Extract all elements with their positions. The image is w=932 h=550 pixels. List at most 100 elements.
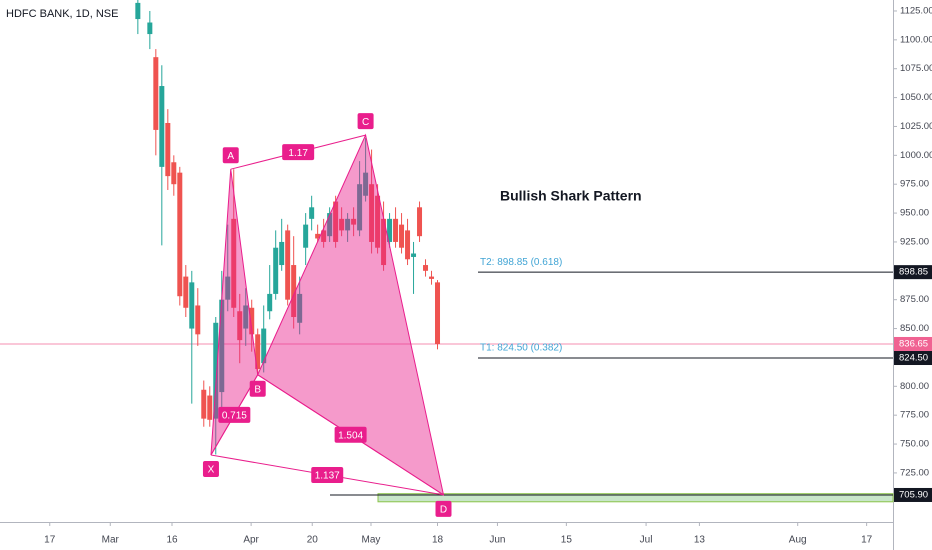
candle-body [369,184,375,242]
candle-body [387,218,393,242]
candle-body [195,305,201,335]
candle-body [189,282,195,329]
y-tick-label: 1050.00 [900,92,932,103]
y-tick-label: 725.00 [900,467,929,478]
point-label: C [362,117,369,128]
candle-body [405,230,411,260]
point-box [202,461,219,478]
candle-body [411,253,417,257]
x-tick-label: 13 [694,535,706,546]
candle-body [147,22,153,35]
candle-body [381,218,387,266]
level-text: T2: 898.85 (0.618) [480,257,562,268]
price-badge [894,351,932,366]
candle-body [435,282,441,344]
ratio-box [282,144,315,161]
point-box [435,500,452,517]
candle-body [351,218,357,225]
d-zone [377,493,894,503]
x-tick-label: Jul [640,535,653,546]
ratio-label: 1.17 [288,148,308,159]
chart-title: HDFC BANK, 1D, NSE [6,8,118,20]
candle-body [345,218,351,231]
point-label: B [254,384,261,395]
candle-body [399,224,405,248]
y-tick-label: 975.00 [900,179,929,190]
candle-body [267,293,273,312]
point-box [357,113,374,130]
candle-body [249,307,255,335]
point-box [249,380,266,397]
x-tick-label: 20 [307,535,319,546]
ratio-box [334,426,367,443]
candle-body [315,233,321,239]
ratio-label: 1.137 [315,471,340,482]
y-tick-label: 1000.00 [900,150,932,161]
ratio-label: 1.504 [338,430,363,441]
candle-body [339,218,345,231]
point-label: A [227,151,234,162]
y-tick-label: 1075.00 [900,63,932,74]
candle-body [165,122,171,177]
x-tick-label: 15 [561,535,573,546]
pattern-title: Bullish Shark Pattern [500,188,642,204]
price-badge-label: 836.65 [899,338,928,349]
price-badge-label: 824.50 [899,353,928,364]
candle-body [417,207,423,237]
candle-body [285,230,291,300]
candle-body [231,218,237,308]
price-badge [894,336,932,351]
candle-body [225,276,231,300]
candle-body [357,184,363,231]
y-tick-label: 850.00 [900,323,929,334]
candle-body [261,328,267,364]
x-tick-label: Jun [489,535,505,546]
candle-body [201,389,207,419]
x-tick-label: Apr [243,535,259,546]
x-tick-label: Aug [789,535,807,546]
ratio-label: 0.715 [222,411,247,422]
candle-body [207,395,213,420]
y-tick-label: 1100.00 [900,34,932,45]
candle-body [171,162,177,185]
candle-body [297,293,303,323]
price-badge [894,487,932,502]
candle-body [291,265,297,318]
point-label: X [208,465,215,476]
candle-body [273,247,279,294]
candle-body [393,218,399,242]
candle-body [177,172,183,297]
y-tick-label: 875.00 [900,294,929,305]
y-tick-label: 1125.00 [900,5,932,16]
price-badge [894,265,932,280]
x-tick-label: May [362,535,381,546]
candle-body [429,276,435,279]
candle-body [219,299,225,393]
candle-body [183,276,189,308]
x-tick-label: 18 [432,535,444,546]
candle-body [255,334,261,369]
y-tick-label: 950.00 [900,208,929,219]
point-box [222,147,239,164]
y-tick-label: 750.00 [900,439,929,450]
candle-body [237,311,243,341]
candle-body [363,172,369,196]
price-badge-label: 898.85 [899,267,928,278]
candle-body [153,57,159,130]
level-text: T1: 824.50 (0.382) [480,343,562,354]
x-tick-label: 17 [861,535,873,546]
candle-body [279,241,285,266]
ratio-box [218,406,251,423]
y-tick-label: 1025.00 [900,121,932,132]
y-tick-label: 775.00 [900,410,929,421]
candle-body [243,305,249,329]
candle-body [375,195,381,248]
candle-body [333,201,339,242]
candle-body [327,213,333,237]
candle-body [159,86,165,167]
y-tick-label: 800.00 [900,381,929,392]
candle-body [213,322,219,419]
price-badge-label: 705.90 [899,489,928,500]
